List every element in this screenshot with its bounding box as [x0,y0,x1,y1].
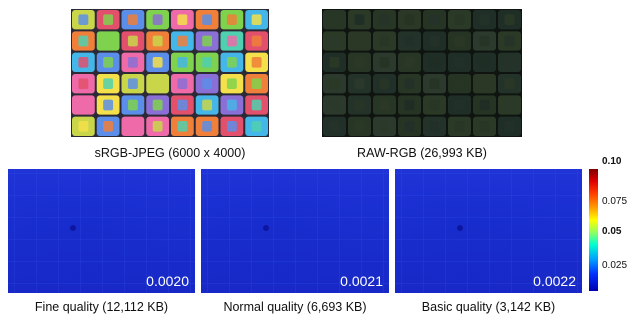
colorbar-tick-max: 0.10 [602,156,622,167]
fine-error-value: 0.0020 [146,273,189,289]
basic-error-value: 0.0022 [533,273,576,289]
raw-rgb-image [322,9,522,137]
basic-quality-error-map: 0.0022 [395,169,582,293]
normal-caption: Normal quality (6,693 KB) [223,300,367,314]
basic-caption: Basic quality (3,142 KB) [421,300,556,314]
srgb-jpeg-image [71,9,269,137]
fine-quality-error-map: 0.0020 [8,169,195,293]
fine-caption: Fine quality (12,112 KB) [34,300,169,314]
srgb-caption: sRGB-JPEG (6000 x 4000) [94,146,246,160]
colorbar-tick-05: 0.05 [602,226,622,237]
raw-caption: RAW-RGB (26,993 KB) [357,146,487,160]
colorbar-tick-025: 0.025 [602,260,628,271]
normal-error-value: 0.0021 [340,273,383,289]
colorbar-tick-075: 0.075 [602,196,628,207]
normal-quality-error-map: 0.0021 [201,169,389,293]
error-colorbar [589,169,598,291]
